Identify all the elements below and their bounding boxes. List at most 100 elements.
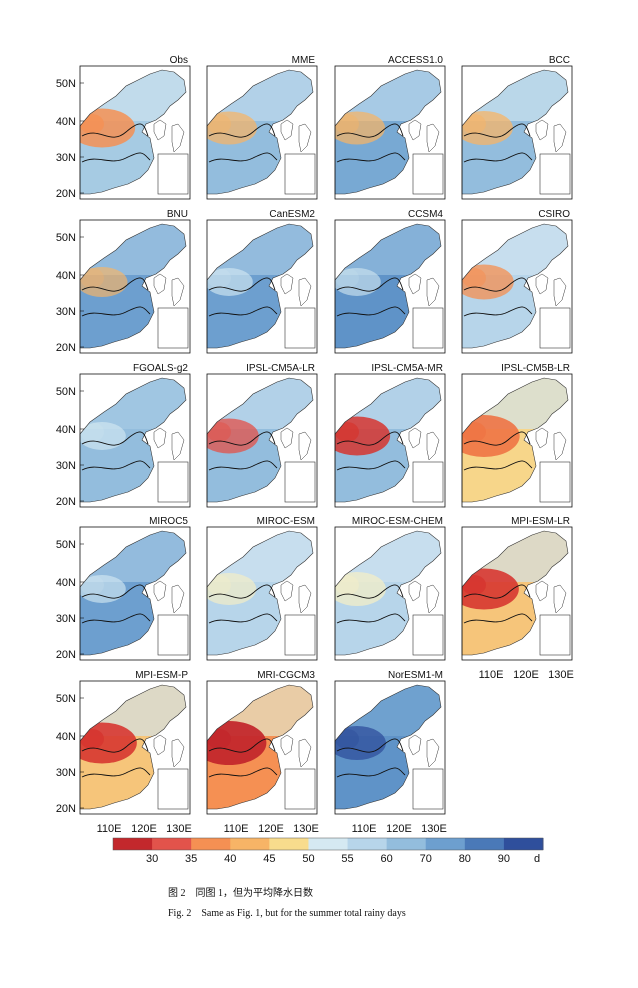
japan-outline (298, 277, 312, 307)
lat-tick-label: 40N (56, 116, 76, 128)
field-anomaly (207, 573, 257, 605)
panel-frame (206, 373, 318, 508)
yangtze-river (463, 152, 533, 163)
lat-tick-label: 50N (56, 78, 76, 90)
china-outline (79, 223, 187, 349)
china-outline (334, 530, 442, 656)
map-panel: BCC (461, 55, 573, 200)
field-anomaly (80, 422, 126, 450)
korea-outline (280, 273, 294, 295)
panel-frame (79, 373, 191, 508)
yangtze-river (208, 460, 278, 471)
yangtze-river (208, 152, 278, 163)
colorbar-swatch (230, 838, 270, 850)
panel-frame (334, 680, 446, 815)
lon-tick-label: 130E (166, 823, 192, 835)
korea-outline (153, 580, 167, 602)
japan-outline (298, 123, 312, 153)
japan-outline (553, 431, 567, 461)
panel-title: IPSL-CM5A-MR (371, 363, 443, 374)
yangtze-river (336, 460, 406, 471)
yellow-river (336, 123, 404, 138)
yangtze-river (81, 306, 151, 317)
china-outline (334, 684, 442, 810)
colorbar-swatch (308, 838, 349, 850)
yangtze-river (463, 306, 533, 317)
colorbar-swatch (191, 838, 231, 850)
panel-title: MPI-ESM-P (135, 670, 188, 681)
yellow-river (81, 277, 149, 292)
yellow-river (463, 431, 531, 446)
multi-panel-map-figure: Obs 50N 40N 30N 20N MME ACCESS1.0 BCC BNU 50N 40N 3… (56, 55, 574, 865)
map-panel: MME (206, 55, 318, 200)
lat-tick-label: 40N (56, 424, 76, 436)
panel-title: BCC (549, 55, 570, 66)
yellow-river (208, 738, 276, 753)
panel-title: CSIRO (538, 209, 570, 220)
japan-outline (298, 431, 312, 461)
yellow-river (208, 123, 276, 138)
lon-tick-label: 110E (224, 823, 249, 835)
panel-frame (79, 526, 191, 661)
china-outline (206, 530, 314, 656)
map-panel: CSIRO (461, 209, 573, 354)
map-panel: BNU 50N 40N 30N 20N (56, 209, 191, 354)
caption-chinese: 图 2 同图 1，但为平均降水日数 (168, 888, 313, 899)
yangtze-river (208, 613, 278, 624)
map-panel: MIROC5 50N 40N 30N 20N (56, 516, 191, 661)
panel-title: BNU (167, 209, 188, 220)
korea-outline (153, 427, 167, 449)
panel-frame (206, 219, 318, 354)
map-panel: ACCESS1.0 (334, 55, 446, 200)
panel-frame (79, 680, 191, 815)
korea-outline (408, 273, 422, 295)
lat-tick-label: 50N (56, 386, 76, 398)
china-outline (206, 684, 314, 810)
field-anomaly (80, 267, 128, 297)
south-china-sea-inset (284, 307, 316, 349)
korea-outline (280, 580, 294, 602)
japan-outline (298, 584, 312, 614)
korea-outline (280, 734, 294, 756)
colorbar-label: 80 (459, 853, 471, 865)
south-china-sea-inset (539, 614, 571, 656)
yellow-river (81, 584, 149, 599)
lat-tick-label: 20N (56, 342, 76, 354)
lon-tick-label: 120E (258, 823, 284, 835)
lat-tick-label: 30N (56, 152, 76, 164)
panel-title: MIROC-ESM (257, 516, 315, 527)
field-anomaly (207, 111, 258, 145)
map-panel: FGOALS-g2 50N 40N 30N 20N (56, 363, 191, 508)
south-china-sea-inset (157, 768, 189, 810)
yangtze-river (81, 767, 151, 778)
panel-frame (206, 526, 318, 661)
korea-outline (280, 119, 294, 141)
lon-tick-label: 120E (386, 823, 412, 835)
south-china-sea-inset (157, 153, 189, 195)
lon-tick-label: 130E (421, 823, 447, 835)
japan-outline (298, 738, 312, 768)
map-panel: IPSL-CM5A-LR (206, 363, 318, 508)
yellow-river (463, 123, 531, 138)
panel-title: Obs (170, 55, 188, 66)
japan-outline (426, 584, 440, 614)
map-panel: MIROC-ESM-CHEM (334, 516, 446, 661)
colorbar-label: 60 (381, 853, 393, 865)
lat-tick-label: 20N (56, 188, 76, 200)
yangtze-river (336, 613, 406, 624)
lat-tick-label: 30N (56, 613, 76, 625)
korea-outline (153, 273, 167, 295)
yellow-river (208, 277, 276, 292)
colorbar-label: 70 (420, 853, 432, 865)
china-outline (334, 69, 442, 195)
lat-tick-label: 50N (56, 693, 76, 705)
yangtze-river (336, 152, 406, 163)
korea-outline (408, 427, 422, 449)
china-outline (79, 377, 187, 503)
south-china-sea-inset (539, 461, 571, 503)
korea-outline (408, 119, 422, 141)
lat-tick-label: 40N (56, 577, 76, 589)
south-china-sea-inset (539, 307, 571, 349)
south-china-sea-inset (284, 461, 316, 503)
south-china-sea-inset (412, 614, 444, 656)
